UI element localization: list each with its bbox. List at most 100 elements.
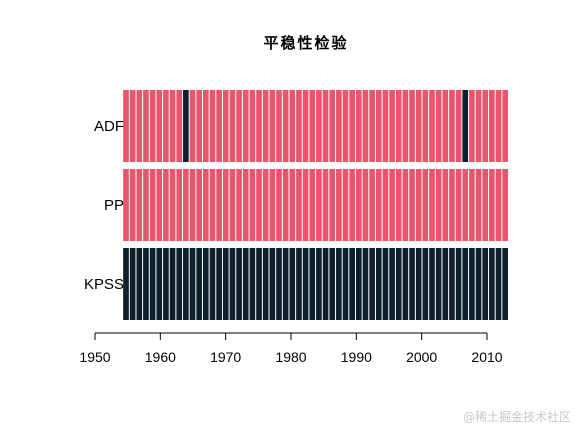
cell-pp-1997: [402, 169, 409, 241]
cell-kpss-1978: [276, 248, 282, 320]
cell-adf-1965: [189, 90, 196, 162]
cell-pp-1980: [289, 169, 296, 241]
cell-pp-2005: [455, 169, 462, 241]
cell-kpss-1960: [156, 248, 163, 320]
cell-kpss-1995: [389, 248, 395, 320]
cell-kpss-1976: [262, 248, 269, 320]
cell-kpss-1993: [375, 248, 382, 320]
cell-kpss-1975: [256, 248, 262, 320]
cell-kpss-2003: [442, 248, 449, 320]
cell-adf-1991: [362, 90, 369, 162]
cell-adf-2005: [455, 90, 462, 162]
cell-adf-1993: [375, 90, 382, 162]
cell-pp-2003: [442, 169, 449, 241]
cell-adf-1999: [415, 90, 422, 162]
cell-pp-2010: [489, 169, 495, 241]
cell-kpss-1996: [395, 248, 402, 320]
cell-adf-1981: [296, 90, 302, 162]
cell-pp-1981: [296, 169, 302, 241]
x-tick-label-1990: 1990: [341, 349, 372, 365]
cell-adf-1968: [209, 90, 216, 162]
cell-pp-1976: [262, 169, 269, 241]
cell-adf-2006: [462, 90, 469, 162]
cell-adf-1995: [389, 90, 395, 162]
cell-pp-2012: [502, 169, 508, 241]
cell-pp-1991: [362, 169, 369, 241]
cell-adf-1984: [316, 90, 322, 162]
cell-adf-1970: [222, 90, 229, 162]
cell-kpss-1974: [249, 248, 256, 320]
chart-title: 平稳性检验: [263, 34, 348, 52]
cell-kpss-1989: [349, 248, 355, 320]
cell-adf-1982: [302, 90, 309, 162]
cell-pp-2002: [435, 169, 442, 241]
row-label-kpss: KPSS: [84, 276, 124, 293]
cell-adf-2012: [502, 90, 508, 162]
cell-adf-1986: [329, 90, 336, 162]
cell-pp-1992: [369, 169, 375, 241]
cell-kpss-1967: [202, 248, 209, 320]
cell-pp-1978: [276, 169, 282, 241]
cell-adf-1998: [409, 90, 415, 162]
cell-pp-2011: [495, 169, 502, 241]
x-tick-label-2010: 2010: [471, 349, 502, 365]
cell-pp-1963: [176, 169, 183, 241]
cell-kpss-1958: [143, 248, 149, 320]
cell-adf-2002: [435, 90, 442, 162]
cell-kpss-1963: [176, 248, 183, 320]
cell-adf-1988: [342, 90, 349, 162]
cell-pp-1962: [169, 169, 176, 241]
watermark: @稀土掘金技术社区: [462, 410, 571, 424]
cell-pp-1968: [209, 169, 216, 241]
cell-adf-1996: [395, 90, 402, 162]
cell-adf-1962: [169, 90, 176, 162]
cell-pp-1969: [216, 169, 222, 241]
cell-pp-2008: [475, 169, 482, 241]
cell-kpss-2010: [489, 248, 495, 320]
cell-pp-1958: [143, 169, 149, 241]
cell-pp-1967: [202, 169, 209, 241]
cell-pp-1990: [356, 169, 362, 241]
cell-pp-1994: [382, 169, 389, 241]
cell-kpss-1992: [369, 248, 375, 320]
cell-kpss-2005: [455, 248, 462, 320]
cell-adf-2004: [449, 90, 455, 162]
cell-kpss-1972: [236, 248, 242, 320]
cell-adf-1985: [322, 90, 329, 162]
cell-kpss-1991: [362, 248, 369, 320]
x-tick-label-1950: 1950: [79, 349, 110, 365]
cell-kpss-1994: [382, 248, 389, 320]
cell-adf-1960: [156, 90, 163, 162]
cell-kpss-2009: [482, 248, 489, 320]
cell-pp-2004: [449, 169, 455, 241]
cell-pp-1998: [409, 169, 415, 241]
cell-kpss-1983: [309, 248, 316, 320]
cell-pp-1983: [309, 169, 316, 241]
cell-pp-1956: [129, 169, 136, 241]
x-tick-label-2000: 2000: [406, 349, 437, 365]
cell-kpss-1997: [402, 248, 409, 320]
cell-pp-1987: [336, 169, 342, 241]
cell-kpss-1979: [282, 248, 289, 320]
cell-kpss-1998: [409, 248, 415, 320]
cell-adf-1978: [276, 90, 282, 162]
row-label-pp: PP: [104, 197, 124, 214]
cell-pp-2001: [429, 169, 435, 241]
cell-adf-1997: [402, 90, 409, 162]
cell-kpss-1985: [322, 248, 329, 320]
cell-pp-1984: [316, 169, 322, 241]
cell-kpss-1987: [336, 248, 342, 320]
row-kpss: [123, 248, 508, 320]
cell-kpss-1969: [216, 248, 222, 320]
cell-adf-2008: [475, 90, 482, 162]
cell-adf-1958: [143, 90, 149, 162]
cell-kpss-1977: [269, 248, 276, 320]
cell-kpss-1968: [209, 248, 216, 320]
cell-kpss-1986: [329, 248, 336, 320]
cell-pp-2000: [422, 169, 429, 241]
cell-kpss-1965: [189, 248, 196, 320]
cell-kpss-1988: [342, 248, 349, 320]
cell-adf-1973: [242, 90, 249, 162]
cell-pp-1971: [229, 169, 236, 241]
cell-adf-2011: [495, 90, 502, 162]
